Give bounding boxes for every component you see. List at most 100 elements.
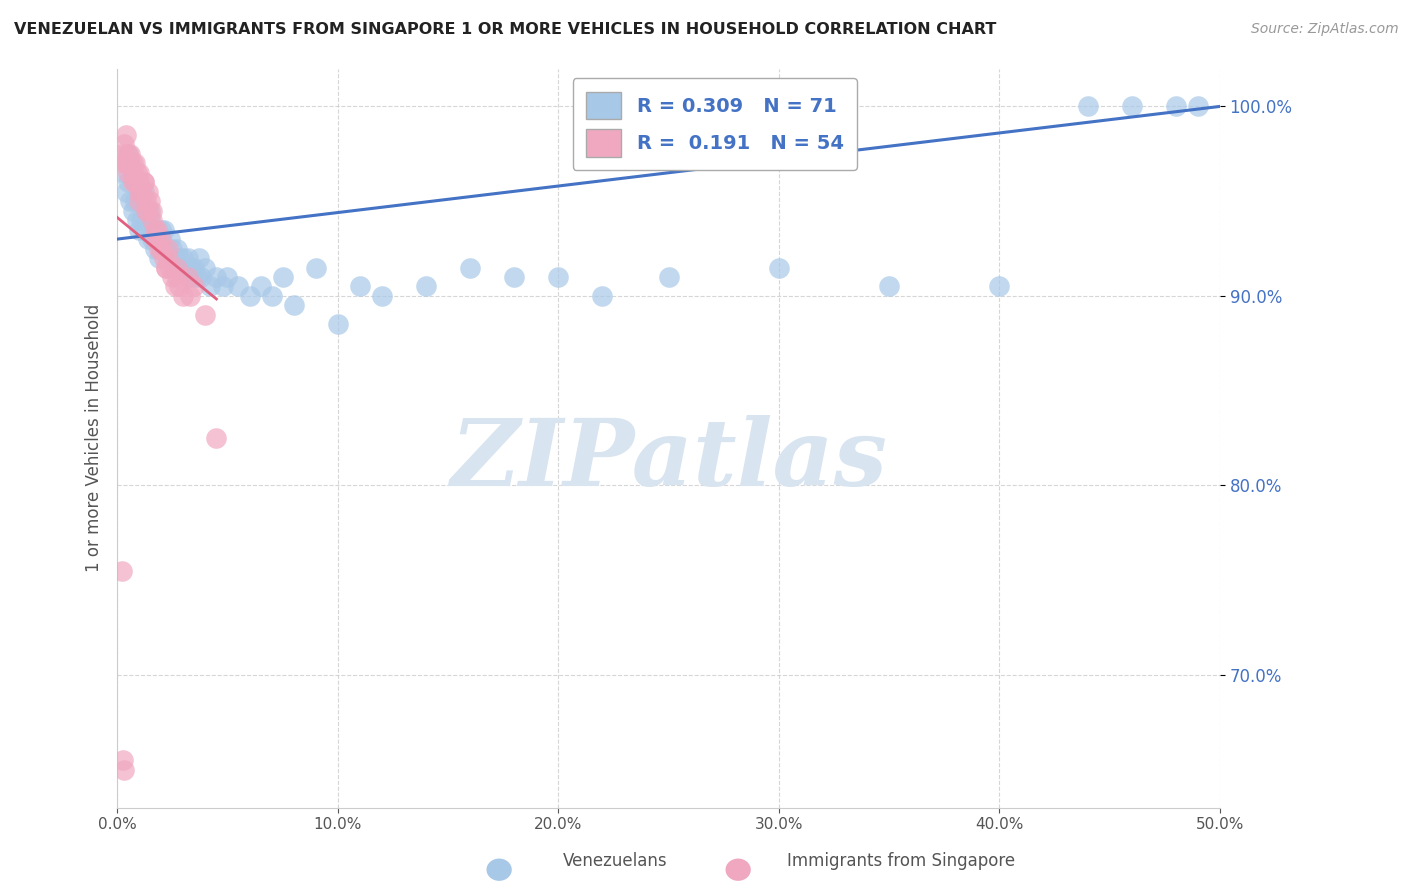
Point bbox=[205, 270, 228, 285]
Point bbox=[326, 318, 349, 332]
Point bbox=[349, 279, 371, 293]
Point bbox=[111, 753, 134, 767]
Point bbox=[135, 203, 157, 218]
Point bbox=[162, 251, 184, 265]
Point bbox=[124, 175, 146, 189]
Point bbox=[152, 251, 174, 265]
Point bbox=[135, 194, 157, 209]
Text: Immigrants from Singapore: Immigrants from Singapore bbox=[787, 852, 1015, 870]
Point bbox=[117, 166, 139, 180]
Point bbox=[139, 203, 162, 218]
Point bbox=[166, 242, 188, 256]
Point bbox=[167, 251, 190, 265]
Point bbox=[120, 146, 142, 161]
Point bbox=[155, 260, 177, 275]
Point bbox=[305, 260, 328, 275]
Text: Venezuelans: Venezuelans bbox=[562, 852, 666, 870]
Point bbox=[128, 185, 150, 199]
Point bbox=[110, 146, 132, 161]
Point bbox=[179, 260, 201, 275]
Point bbox=[170, 260, 193, 275]
Point bbox=[141, 203, 163, 218]
Point bbox=[167, 279, 190, 293]
Point bbox=[117, 175, 139, 189]
Point bbox=[198, 279, 221, 293]
Point bbox=[172, 289, 194, 303]
Point bbox=[194, 308, 217, 322]
Point bbox=[166, 270, 188, 285]
Point bbox=[117, 146, 139, 161]
Point bbox=[166, 260, 188, 275]
Point bbox=[141, 213, 163, 227]
Point bbox=[283, 298, 305, 312]
Point bbox=[163, 279, 186, 293]
Point bbox=[503, 270, 526, 285]
Point bbox=[128, 194, 150, 209]
Point bbox=[768, 260, 790, 275]
Point bbox=[150, 232, 173, 246]
Point bbox=[124, 156, 146, 170]
Point bbox=[159, 260, 181, 275]
Point bbox=[1121, 99, 1143, 113]
Point bbox=[415, 279, 437, 293]
Point bbox=[186, 270, 208, 285]
Text: VENEZUELAN VS IMMIGRANTS FROM SINGAPORE 1 OR MORE VEHICLES IN HOUSEHOLD CORRELAT: VENEZUELAN VS IMMIGRANTS FROM SINGAPORE … bbox=[14, 22, 997, 37]
Point bbox=[183, 279, 205, 293]
Point bbox=[146, 222, 169, 236]
Point bbox=[132, 175, 155, 189]
Point bbox=[194, 260, 217, 275]
Point bbox=[179, 289, 201, 303]
Point bbox=[205, 431, 228, 445]
Point bbox=[132, 185, 155, 199]
Point bbox=[143, 222, 166, 236]
Point bbox=[159, 232, 181, 246]
Point bbox=[181, 270, 204, 285]
Point bbox=[371, 289, 394, 303]
Point bbox=[150, 232, 173, 246]
Point bbox=[156, 251, 179, 265]
Point bbox=[141, 232, 163, 246]
Point bbox=[271, 270, 294, 285]
Point bbox=[183, 260, 205, 275]
Point bbox=[146, 222, 169, 236]
Y-axis label: 1 or more Vehicles in Household: 1 or more Vehicles in Household bbox=[86, 304, 103, 573]
Point bbox=[121, 166, 143, 180]
Point bbox=[155, 260, 177, 275]
Point bbox=[136, 185, 159, 199]
Point bbox=[139, 213, 162, 227]
Point bbox=[128, 166, 150, 180]
Point bbox=[112, 763, 135, 777]
Point bbox=[128, 185, 150, 199]
Point bbox=[121, 175, 143, 189]
Point bbox=[228, 279, 250, 293]
Point bbox=[115, 185, 138, 199]
Point bbox=[124, 175, 146, 189]
Point bbox=[120, 194, 142, 209]
Point bbox=[155, 242, 177, 256]
Point bbox=[547, 270, 569, 285]
Point bbox=[128, 222, 150, 236]
Point bbox=[132, 222, 155, 236]
Point bbox=[120, 156, 142, 170]
Point bbox=[136, 232, 159, 246]
Point bbox=[136, 203, 159, 218]
Point bbox=[162, 242, 184, 256]
Point bbox=[132, 175, 155, 189]
Point bbox=[117, 146, 139, 161]
Point bbox=[110, 564, 132, 578]
Point bbox=[591, 289, 613, 303]
Point bbox=[112, 156, 135, 170]
Point bbox=[125, 166, 148, 180]
Point bbox=[143, 242, 166, 256]
Legend: R = 0.309   N = 71, R =  0.191   N = 54: R = 0.309 N = 71, R = 0.191 N = 54 bbox=[572, 78, 858, 170]
Point bbox=[177, 270, 200, 285]
Point bbox=[172, 251, 194, 265]
Point bbox=[148, 242, 170, 256]
Point bbox=[163, 251, 186, 265]
Point bbox=[135, 203, 157, 218]
Point bbox=[877, 279, 900, 293]
Point bbox=[139, 194, 162, 209]
Point bbox=[657, 270, 679, 285]
Point bbox=[124, 194, 146, 209]
Text: ZIPatlas: ZIPatlas bbox=[450, 416, 887, 505]
